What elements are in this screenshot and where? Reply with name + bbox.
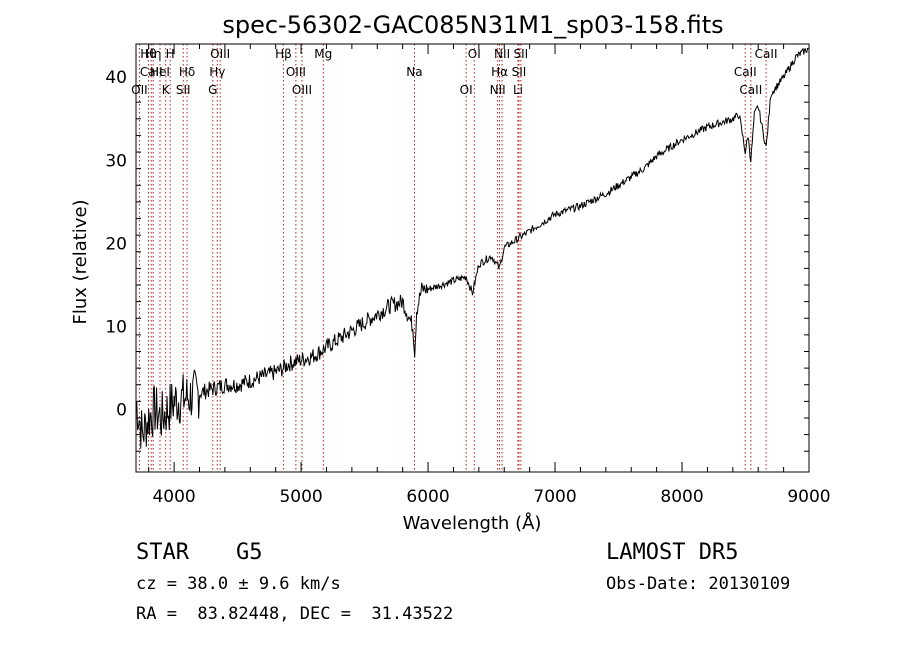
line-marker-label: Hγ bbox=[209, 65, 225, 79]
line-marker-label: CaII bbox=[755, 47, 778, 61]
line-marker-label: K bbox=[162, 83, 171, 97]
y-tick-label: 10 bbox=[105, 318, 127, 338]
object-class: STAR bbox=[136, 540, 189, 565]
y-tick-label: 40 bbox=[105, 68, 127, 88]
y-axis: 0 10 20 30 40 bbox=[105, 68, 809, 452]
redshift-velocity: cz = 38.0 ± 9.6 km/s bbox=[136, 574, 341, 594]
x-axis-label: Wavelength (Å) bbox=[403, 512, 542, 534]
line-marker-label: Hβ bbox=[275, 47, 292, 61]
line-marker-label: Na bbox=[406, 65, 422, 79]
line-marker-label: CaII bbox=[739, 83, 762, 97]
x-tick-label: 7000 bbox=[533, 487, 576, 507]
line-marker-label: OIII bbox=[286, 65, 306, 79]
x-tick-label: 8000 bbox=[660, 487, 703, 507]
y-tick-label: 0 bbox=[116, 401, 127, 421]
line-marker-label: OIII bbox=[210, 47, 230, 61]
line-marker-label: H bbox=[166, 47, 175, 61]
x-axis: 4000 5000 6000 7000 8000 9000 bbox=[148, 44, 831, 507]
line-marker-label: Hη bbox=[145, 47, 162, 61]
line-marker-label: Mg bbox=[314, 47, 332, 61]
line-marker-label: Hα bbox=[491, 65, 508, 79]
x-tick-label: 6000 bbox=[406, 487, 449, 507]
survey-name: LAMOST DR5 bbox=[606, 540, 739, 565]
chart-title: spec-56302-GAC085N31M1_sp03-158.fits bbox=[222, 11, 723, 39]
x-tick-label: 9000 bbox=[787, 487, 830, 507]
y-tick-label: 30 bbox=[105, 151, 127, 171]
line-marker-label: NII bbox=[490, 83, 506, 97]
line-marker-label: OI bbox=[460, 83, 473, 97]
line-marker-label: Hδ bbox=[179, 65, 195, 79]
line-marker-label: SII bbox=[176, 83, 191, 97]
observation-date: Obs-Date: 20130109 bbox=[606, 574, 791, 594]
line-marker-labels: Hθ CaII OII Hη HeI K H Hδ SII OIII Hγ G Hβ OIII OIII Mg… bbox=[131, 47, 777, 97]
spectrum-line bbox=[135, 47, 810, 449]
line-marker-label: NII bbox=[494, 47, 510, 61]
object-subclass: G5 bbox=[236, 540, 263, 565]
coordinates: RA = 83.82448, DEC = 31.43522 bbox=[136, 604, 454, 624]
x-tick-label: 5000 bbox=[279, 487, 322, 507]
line-marker-label: OII bbox=[131, 83, 148, 97]
line-markers bbox=[138, 44, 767, 472]
line-marker-label: CaII bbox=[734, 65, 757, 79]
line-marker-label: CaII bbox=[140, 65, 163, 79]
line-marker-label: Li bbox=[513, 83, 523, 97]
line-marker-label: OI bbox=[468, 47, 481, 61]
line-marker-label: SII bbox=[512, 65, 527, 79]
y-axis-label: Flux (relative) bbox=[70, 199, 91, 324]
y-tick-label: 20 bbox=[105, 234, 127, 254]
x-tick-label: 4000 bbox=[152, 487, 195, 507]
line-marker-label: G bbox=[208, 83, 217, 97]
line-marker-label: HeI bbox=[150, 65, 170, 79]
axes-frame bbox=[135, 43, 810, 473]
line-marker-label: SII bbox=[514, 47, 529, 61]
line-marker-label: OIII bbox=[292, 83, 312, 97]
line-marker-label: Hθ bbox=[140, 47, 156, 61]
